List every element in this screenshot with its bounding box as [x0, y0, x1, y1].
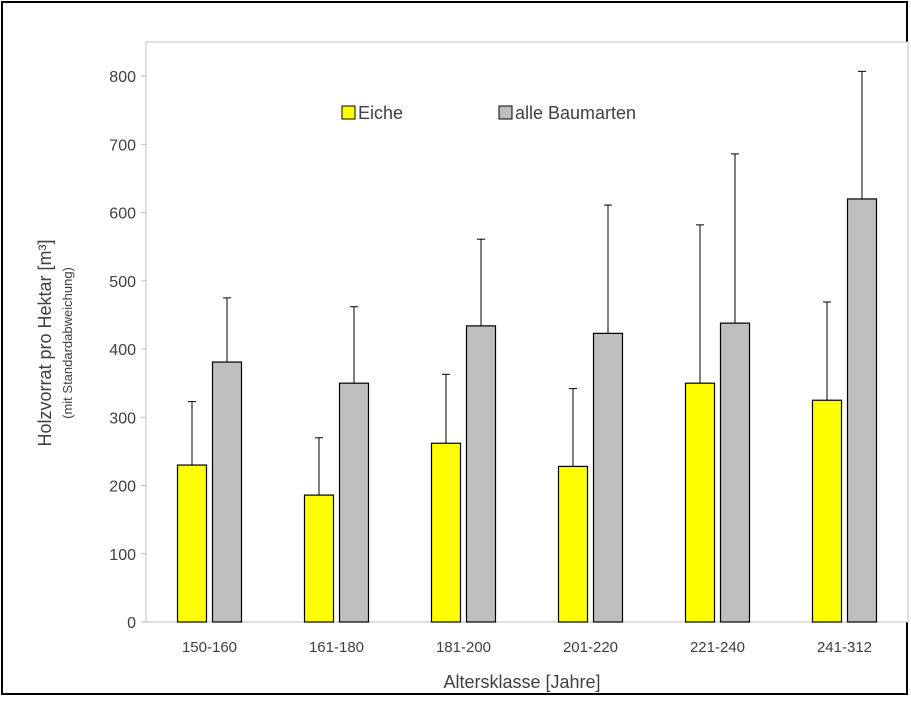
- y-tick-label: 500: [109, 274, 136, 291]
- bar: [592, 332, 624, 623]
- x-tick-label: 201-220: [563, 639, 618, 656]
- bar: [211, 361, 243, 623]
- bar: [465, 325, 497, 623]
- legend-swatch: [341, 105, 356, 120]
- bars-layer: [176, 70, 878, 623]
- bar: [303, 494, 335, 623]
- y-axis-subtitle: (mit Standardabweichung): [60, 267, 75, 419]
- x-axis-title: Altersklasse [Jahre]: [443, 672, 600, 692]
- bar: [338, 382, 370, 623]
- plot-area: [145, 41, 909, 623]
- bar: [430, 442, 462, 623]
- x-tick-label: 161-180: [309, 639, 364, 656]
- y-tick-label: 600: [109, 206, 136, 223]
- y-axis-title: Holzvorrat pro Hektar [m³]: [35, 239, 55, 446]
- legend-swatch: [498, 105, 513, 120]
- legend-label: alle Baumarten: [515, 103, 636, 123]
- y-tick-label: 700: [109, 137, 136, 154]
- y-tick-label: 300: [109, 410, 136, 427]
- bar: [811, 399, 843, 623]
- x-tick-label: 221-240: [690, 639, 745, 656]
- x-axis: 150-160 161-180 181-200 201-220 221-240 241-3…: [182, 639, 872, 656]
- legend-label: Eiche: [358, 103, 403, 123]
- bar: [557, 465, 589, 623]
- bar: [719, 322, 751, 623]
- bar: [176, 464, 208, 623]
- y-tick-label: 800: [109, 69, 136, 86]
- bar: [684, 382, 716, 623]
- y-tick-label: 100: [109, 547, 136, 564]
- x-tick-label: 181-200: [436, 639, 491, 656]
- y-axis: 0 100 200 300 400 500 600 700 800: [109, 69, 146, 632]
- bar: [846, 198, 878, 623]
- y-tick-label: 0: [127, 615, 136, 632]
- x-tick-label: 241-312: [817, 639, 872, 656]
- bar-chart: 0 100 200 300 400 500 600 700 800 150-160 161-180…: [35, 41, 909, 692]
- y-tick-label: 400: [109, 342, 136, 359]
- legend: Eiche alle Baumarten: [341, 103, 636, 123]
- x-tick-label: 150-160: [182, 639, 237, 656]
- y-tick-label: 200: [109, 479, 136, 496]
